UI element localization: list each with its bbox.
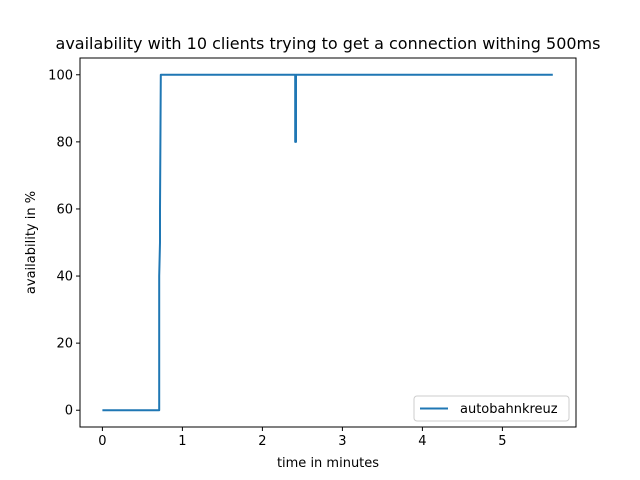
y-tick-label: 60 — [56, 202, 73, 217]
x-tick-label: 4 — [418, 434, 426, 449]
x-tick-label: 2 — [258, 434, 266, 449]
series-layer — [102, 73, 553, 412]
x-axis-ticks: 0 1 2 3 4 5 — [98, 427, 507, 449]
plot-frame — [79, 57, 577, 428]
y-axis-label: availability in % — [24, 191, 39, 294]
chart-title: availability with 10 clients trying to g… — [56, 34, 601, 53]
y-tick-label: 0 — [65, 404, 73, 419]
x-tick-label: 5 — [498, 434, 506, 449]
y-tick-label: 40 — [56, 270, 73, 285]
y-tick-label: 20 — [56, 337, 73, 352]
legend-box — [413, 395, 570, 422]
x-tick-label: 0 — [98, 434, 106, 449]
y-tick-label: 100 — [48, 68, 73, 83]
y-axis-ticks: 0 20 40 60 80 100 — [48, 68, 80, 419]
series-line-autobahnkreuz — [102, 73, 553, 412]
x-tick-label: 1 — [178, 434, 186, 449]
legend-label: autobahnkreuz — [460, 402, 558, 417]
x-tick-label: 3 — [338, 434, 346, 449]
x-axis-label: time in minutes — [277, 456, 379, 471]
y-tick-label: 80 — [56, 135, 73, 150]
plot-area — [80, 58, 576, 427]
legend: autobahnkreuz — [413, 395, 570, 422]
